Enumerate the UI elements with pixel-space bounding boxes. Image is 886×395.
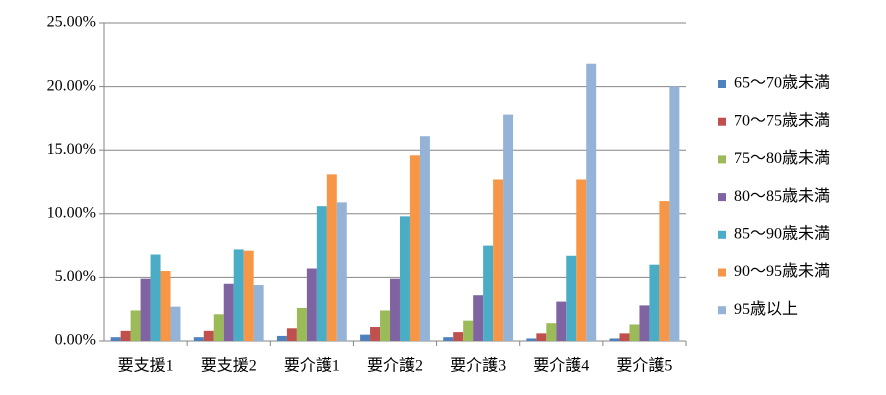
legend-swatch	[718, 230, 726, 239]
x-tick-label: 要介護5	[616, 357, 672, 375]
x-tick-label: 要介護3	[450, 357, 506, 375]
bar	[140, 278, 151, 341]
bar	[443, 337, 454, 341]
bar	[629, 324, 640, 341]
bar	[150, 254, 161, 341]
bar	[316, 206, 327, 341]
bar	[473, 295, 484, 341]
bar	[203, 330, 214, 341]
bar	[326, 174, 337, 341]
bar	[463, 320, 474, 341]
bar	[483, 245, 494, 341]
legend-label: 90～95歳未満	[734, 262, 830, 280]
bar	[193, 337, 204, 341]
bar	[536, 333, 547, 341]
bar	[110, 337, 121, 341]
bar	[639, 305, 650, 341]
legend-label: 85～90歳未満	[734, 224, 830, 242]
bar	[370, 327, 381, 341]
bar	[409, 155, 420, 341]
bar	[306, 268, 317, 341]
bar	[233, 249, 244, 341]
bar	[493, 179, 504, 341]
legend-swatch	[718, 80, 726, 88]
bar	[453, 332, 464, 341]
bar	[503, 114, 514, 341]
bar	[296, 307, 307, 341]
legend-swatch	[718, 268, 726, 277]
bar	[130, 310, 141, 341]
bar	[160, 271, 171, 341]
bar	[276, 335, 287, 341]
bar	[556, 301, 567, 341]
bar	[213, 314, 224, 341]
bar	[170, 306, 181, 341]
y-tick-label: 15.00%	[47, 141, 96, 158]
y-tick-label: 5.00%	[55, 268, 96, 285]
bar	[419, 136, 430, 341]
x-tick-label: 要介護4	[533, 357, 589, 375]
bar	[546, 323, 557, 341]
legend-label: 70～75歳未満	[734, 111, 830, 129]
bar	[336, 202, 347, 341]
x-tick-label: 要支援1	[118, 357, 174, 375]
bar	[566, 255, 577, 341]
legend-swatch	[718, 306, 726, 315]
legend-label: 95歳以上	[734, 300, 798, 318]
bar	[649, 264, 660, 341]
x-tick-label: 要介護1	[284, 357, 340, 375]
bar	[360, 334, 371, 341]
legend-swatch	[718, 117, 726, 126]
bar	[576, 179, 587, 341]
x-tick-label: 要介護2	[367, 357, 423, 375]
bar	[120, 330, 131, 341]
bar	[526, 338, 537, 341]
y-tick-label: 10.00%	[47, 204, 96, 221]
y-tick-label: 25.00%	[47, 14, 96, 31]
bar	[390, 278, 400, 341]
legend-swatch	[718, 155, 726, 164]
bar	[380, 310, 391, 341]
bar	[659, 201, 670, 341]
legend-swatch	[718, 193, 726, 202]
bar	[586, 63, 597, 341]
bar	[223, 283, 234, 341]
y-tick-label: 0.00%	[55, 332, 96, 349]
y-tick-label: 20.00%	[47, 77, 96, 94]
bar	[619, 333, 630, 341]
bar	[669, 86, 680, 341]
x-tick-label: 要支援2	[201, 357, 257, 375]
bar	[243, 250, 254, 341]
bar	[609, 338, 620, 341]
bar	[399, 216, 410, 341]
legend-label: 80～85歳未満	[734, 187, 830, 205]
bar	[286, 328, 297, 341]
legend-label: 65～70歳未満	[734, 74, 830, 92]
legend-label: 75～80歳未満	[734, 149, 830, 167]
bar	[253, 285, 264, 341]
